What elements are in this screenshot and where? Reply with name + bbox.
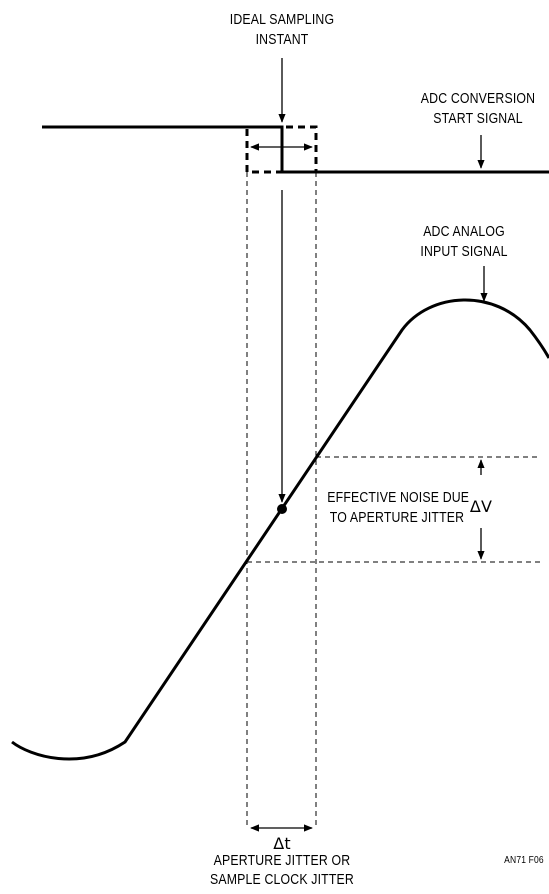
adc-conversion-label-line1: ADC CONVERSION [420,90,536,107]
delta-v-label: ΔV [469,497,493,516]
figure-id-label: AN71 F06 [504,855,544,866]
effective-noise-label-line1: EFFECTIVE NOISE DUE [327,489,470,506]
aperture-jitter-label-line1: APERTURE JITTER OR [213,852,351,869]
ideal-sampling-label-line2: INSTANT [255,31,309,48]
adc-conversion-label: ADC CONVERSION START SIGNAL [404,89,549,129]
conversion-start-signal [42,125,549,174]
adc-conversion-label-line2: START SIGNAL [433,110,523,127]
delta-t-label: Δt [273,834,291,853]
ideal-sampling-label-line1: IDEAL SAMPLING [229,11,335,28]
effective-noise-label: EFFECTIVE NOISE DUE TO APERTURE JITTER [327,488,470,528]
adc-analog-label: ADC ANALOG INPUT SIGNAL [398,222,529,262]
adc-analog-label-line1: ADC ANALOG [423,223,505,240]
analog-input-signal-curve [11,298,549,761]
adc-analog-label-line2: INPUT SIGNAL [420,243,508,260]
effective-noise-label-line2: TO APERTURE JITTER [329,509,465,526]
aperture-jitter-label-line2: SAMPLE CLOCK JITTER [210,871,354,888]
sample-point [277,504,287,514]
aperture-jitter-label: APERTURE JITTER OR SAMPLE CLOCK JITTER [192,851,372,889]
ideal-sampling-label: IDEAL SAMPLING INSTANT [208,10,356,50]
jitter-window-dashed-box [245,125,318,174]
